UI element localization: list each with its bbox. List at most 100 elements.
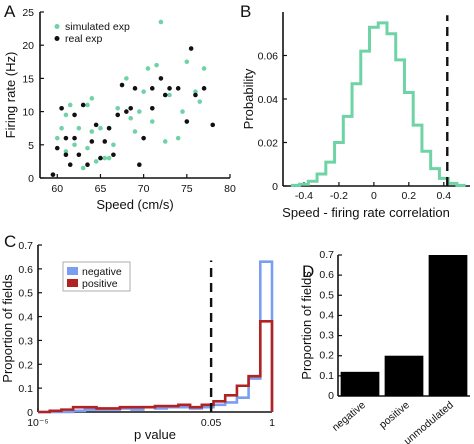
simulated-point: [102, 155, 108, 161]
simulated-point: [128, 115, 133, 121]
simulated-point: [93, 159, 99, 164]
real-point: [111, 152, 116, 158]
y-tick-label: 0.3: [319, 330, 334, 342]
real-point: [63, 152, 69, 158]
x-tick-label: 0.2: [402, 190, 417, 202]
panel-letter-b: B: [240, 2, 251, 21]
real-point: [128, 105, 133, 111]
legend-marker: [54, 24, 60, 29]
real-point: [175, 86, 181, 91]
y-axis-label: Probability: [241, 68, 256, 129]
y-tick-label: 0.04: [258, 94, 279, 106]
real-point: [63, 135, 69, 141]
simulated-point: [67, 102, 73, 108]
simulated-point: [85, 102, 90, 108]
y-tick-label: 0: [28, 173, 34, 185]
real-point: [210, 122, 216, 128]
y-tick-label: 20: [22, 40, 34, 52]
x-tick-label: 10⁻⁵: [27, 417, 49, 429]
simulated-point: [89, 129, 95, 134]
real-point: [115, 112, 121, 118]
simulated-point: [180, 109, 185, 114]
simulated-point: [175, 135, 181, 141]
legend-label: simulated exp: [65, 21, 130, 33]
simulated-point: [98, 125, 103, 131]
y-tick-label: 0.2: [319, 350, 334, 362]
y-axis-label: Proportion of fields: [0, 274, 15, 383]
y-tick-label: 0.7: [319, 249, 334, 261]
negative-histogram: [38, 260, 274, 414]
x-tick-label: 0.05: [201, 417, 222, 429]
y-tick-label: 0.7: [18, 240, 33, 252]
x-axis-label: Speed (cm/s): [96, 197, 173, 212]
x-tick-label: 1: [269, 417, 275, 429]
distribution-curve: [290, 21, 466, 187]
y-tick-label: 25: [22, 7, 34, 19]
bar-negative: [340, 371, 380, 396]
y-tick-label: 0.4: [18, 312, 33, 324]
real-point: [102, 139, 108, 144]
simulated-point: [162, 139, 168, 144]
y-tick-label: 0: [328, 390, 334, 402]
category-label: negative: [330, 399, 368, 434]
x-tick-label: 0: [371, 190, 377, 202]
real-point: [67, 162, 73, 168]
y-tick-label: 0.4: [319, 309, 334, 321]
simulated-point: [54, 135, 60, 141]
y-tick-label: 0.1: [319, 370, 334, 382]
y-tick-label: 10: [22, 107, 34, 119]
real-point: [132, 86, 138, 91]
simulated-point: [158, 19, 164, 25]
panel-b: B -0.4 -0.2 0 0.2 0.4 0 0.02 0.04 0.06 Speed - fir…: [240, 2, 470, 220]
real-point: [54, 145, 60, 151]
real-point: [80, 102, 86, 108]
simulated-point: [76, 125, 82, 131]
positive-histogram: [38, 320, 274, 414]
x-tick-label: 0.4: [436, 190, 451, 202]
legend-swatch: [67, 279, 78, 287]
real-point: [98, 155, 103, 161]
y-tick-label: 0: [272, 181, 278, 193]
legend-label: negative: [82, 266, 122, 278]
panel-a: A 60 65 70 75 80 0 5 10 15 20 25 Speed (cm/s) Firing …: [3, 2, 236, 212]
y-tick-label: 0.06: [258, 51, 279, 63]
simulated-point: [149, 119, 155, 124]
x-tick-label: -0.4: [295, 190, 313, 202]
simulated-point: [115, 105, 121, 111]
real-point: [149, 86, 155, 91]
real-point: [76, 152, 82, 158]
panel-letter-a: A: [4, 2, 16, 21]
real-point: [167, 86, 172, 91]
y-axis-label: Firing rate (Hz): [3, 52, 18, 139]
panel-letter-c: C: [4, 232, 16, 251]
simulated-point: [137, 109, 142, 114]
real-point: [59, 105, 64, 111]
real-point: [184, 119, 190, 124]
x-axis-label: Speed - firing rate correlation: [282, 205, 450, 220]
real-point: [193, 92, 198, 98]
y-tick-label: 0.2: [18, 359, 33, 371]
real-point: [50, 172, 56, 177]
simulated-point: [184, 59, 190, 65]
y-tick-label: 0.1: [18, 383, 33, 395]
real-point: [85, 162, 90, 168]
y-tick-label: 0: [27, 407, 33, 419]
simulated-point: [63, 149, 69, 154]
y-tick-label: 15: [22, 73, 34, 85]
real-point: [72, 135, 77, 141]
simulated-point: [80, 165, 86, 171]
real-point: [162, 92, 168, 98]
real-point: [124, 109, 129, 114]
y-tick-label: 0.5: [18, 288, 33, 300]
simulated-point: [132, 129, 138, 134]
simulated-point: [141, 89, 146, 94]
real-point: [158, 76, 164, 81]
real-point: [106, 125, 112, 131]
panel-d: D 0 0.1 0.2 0.3 0.4 0.5 0.6 0.7 Proportion of fie…: [299, 249, 470, 444]
simulated-point: [111, 142, 116, 148]
x-tick-label: 70: [138, 183, 150, 195]
simulated-point: [145, 66, 151, 71]
